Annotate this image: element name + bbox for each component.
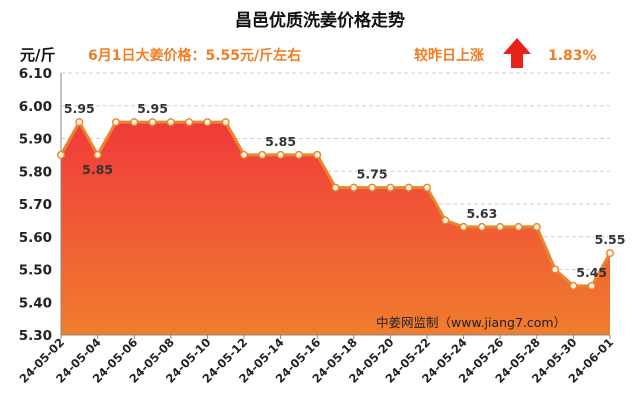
data-point bbox=[423, 183, 432, 192]
data-label: 5.95 bbox=[64, 101, 95, 116]
data-point bbox=[587, 281, 596, 290]
data-label: 5.55 bbox=[595, 232, 626, 247]
data-point bbox=[514, 222, 523, 231]
data-point bbox=[221, 118, 230, 127]
data-point bbox=[477, 222, 486, 231]
data-point bbox=[386, 183, 395, 192]
data-point bbox=[130, 118, 139, 127]
area-fill-layer bbox=[61, 122, 610, 335]
data-point bbox=[459, 222, 468, 231]
axes bbox=[60, 73, 610, 336]
y-tick-label: 5.50 bbox=[19, 263, 52, 279]
data-point bbox=[185, 118, 194, 127]
chart-title: 昌邑优质洗姜价格走势 bbox=[235, 10, 405, 31]
y-tick-label: 6.00 bbox=[19, 99, 52, 115]
y-tick-label: 5.30 bbox=[19, 328, 52, 344]
data-point bbox=[313, 150, 322, 159]
data-label: 5.63 bbox=[466, 206, 497, 221]
data-point bbox=[111, 118, 120, 127]
data-label: 5.95 bbox=[137, 101, 168, 116]
data-point bbox=[93, 150, 102, 159]
data-point bbox=[349, 183, 358, 192]
data-label: 5.45 bbox=[576, 265, 607, 280]
data-point bbox=[532, 222, 541, 231]
headline-price: 6月1日大姜价格：5.55元/斤左右 bbox=[88, 47, 301, 64]
y-tick-label: 5.90 bbox=[19, 132, 52, 148]
data-point bbox=[331, 183, 340, 192]
data-point bbox=[203, 118, 212, 127]
y-axis-unit-label: 元/斤 bbox=[20, 46, 55, 64]
data-point bbox=[148, 118, 157, 127]
data-label: 5.85 bbox=[82, 162, 113, 177]
data-point bbox=[606, 249, 615, 258]
watermark: 中姜网监制（www.jiang7.com） bbox=[376, 315, 566, 330]
data-point bbox=[276, 150, 285, 159]
data-label: 5.75 bbox=[357, 167, 388, 182]
change-value: 1.83% bbox=[548, 48, 597, 64]
data-point bbox=[551, 265, 560, 274]
data-point bbox=[294, 150, 303, 159]
data-point bbox=[404, 183, 413, 192]
data-label: 5.85 bbox=[265, 134, 296, 149]
data-point bbox=[75, 118, 84, 127]
data-point bbox=[569, 281, 578, 290]
y-tick-label: 5.40 bbox=[19, 295, 52, 311]
data-point bbox=[441, 216, 450, 225]
y-tick-label: 6.10 bbox=[19, 66, 52, 82]
data-point bbox=[496, 222, 505, 231]
y-tick-label: 5.80 bbox=[19, 164, 52, 180]
series-area bbox=[61, 122, 610, 335]
y-tick-label: 5.60 bbox=[19, 230, 52, 246]
data-point bbox=[57, 150, 66, 159]
data-point bbox=[239, 150, 248, 159]
y-axis-tick-labels: 5.30 5.40 5.50 5.60 5.70 5.80 5.90 6.00 6.10 bbox=[19, 66, 52, 344]
data-point bbox=[368, 183, 377, 192]
data-labels-layer: 5.95 5.85 5.95 5.85 5.75 5.63 5.45 5.55 bbox=[64, 101, 626, 280]
data-points-layer bbox=[57, 118, 615, 290]
change-label: 较昨日上涨 bbox=[414, 47, 484, 64]
data-point bbox=[258, 150, 267, 159]
x-axis-tick-labels: 24-05-0224-05-0424-05-0624-05-0824-05-10… bbox=[17, 335, 616, 386]
data-point bbox=[166, 118, 175, 127]
up-arrow-icon bbox=[503, 38, 531, 68]
y-tick-label: 5.70 bbox=[19, 197, 52, 213]
